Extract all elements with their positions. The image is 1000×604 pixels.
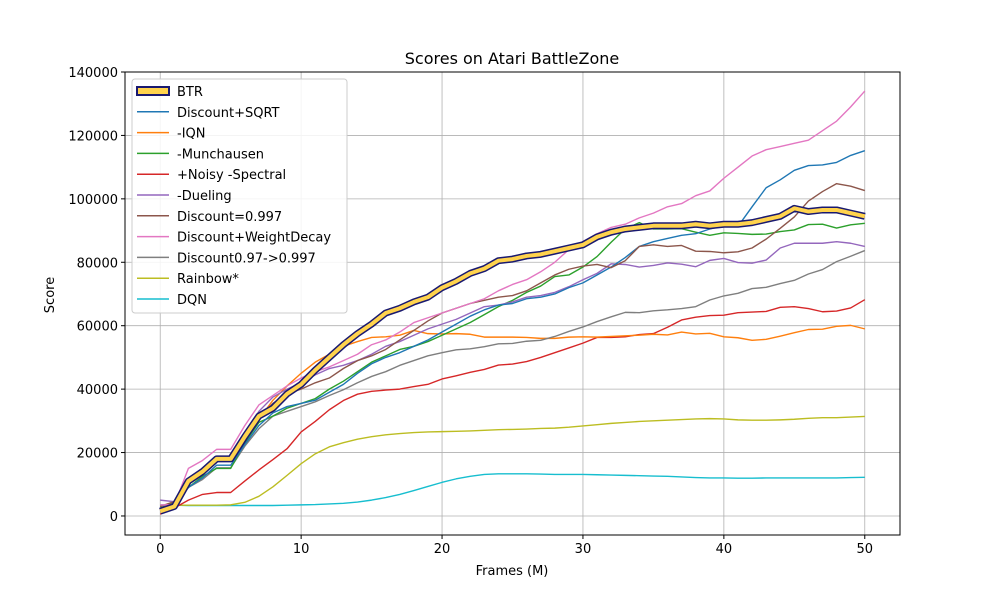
series-line-discount-weightdecay xyxy=(160,90,866,506)
y-tick-label: 0 xyxy=(110,510,118,525)
x-tick-label: 50 xyxy=(856,542,873,557)
legend-label: Discount+WeightDecay xyxy=(177,231,331,246)
legend-label: -Munchausen xyxy=(177,147,264,162)
x-tick-label: 0 xyxy=(156,542,164,557)
series-line-discount-sqrt xyxy=(160,149,865,509)
series-line-discount0-97-0-997 xyxy=(160,249,866,508)
legend-label: DQN xyxy=(177,293,207,308)
legend-label: -IQN xyxy=(177,127,205,142)
plot-series xyxy=(159,90,866,515)
y-tick-label: 100000 xyxy=(68,193,118,208)
y-tick-label: 60000 xyxy=(77,320,118,335)
series-line-dqn xyxy=(160,473,865,507)
x-axis-label: Frames (M) xyxy=(476,564,549,579)
legend-label: +Noisy -Spectral xyxy=(177,168,286,183)
series-line-dueling xyxy=(160,240,865,503)
y-tick-label: 80000 xyxy=(77,256,118,271)
series-line-iqn xyxy=(160,324,865,508)
series-line-rainbow xyxy=(160,415,865,506)
x-tick-label: 30 xyxy=(575,542,592,557)
axes-frame xyxy=(124,71,901,536)
legend-label: Rainbow* xyxy=(177,272,239,287)
series-line-noisy-spectral xyxy=(159,299,866,515)
legend-label: Discount0.97->0.997 xyxy=(177,251,316,266)
legend-label: Discount=0.997 xyxy=(177,210,282,225)
y-tick-label: 120000 xyxy=(68,129,118,144)
y-tick-label: 140000 xyxy=(68,66,118,81)
legend-box xyxy=(131,78,348,314)
legend-label: BTR xyxy=(177,85,203,100)
series-line-btr xyxy=(159,206,866,514)
legend: BTR Discount+SQRT -IQN -Munchausen +Noisy -S… xyxy=(131,78,348,314)
y-tick-label: 20000 xyxy=(77,447,118,462)
x-axis-ticks: 0 10 20 30 40 50 xyxy=(156,535,873,557)
y-axis-label: Score xyxy=(43,277,58,313)
x-tick-label: 40 xyxy=(716,542,733,557)
x-tick-label: 10 xyxy=(293,542,310,557)
x-tick-label: 20 xyxy=(434,542,451,557)
legend-label: -Dueling xyxy=(177,189,232,204)
legend-label: Discount+SQRT xyxy=(177,106,280,121)
chart-title: Scores on Atari BattleZone xyxy=(405,49,619,68)
legend-swatch xyxy=(136,86,170,96)
y-axis-ticks: 0 20000 40000 60000 80000 100000 120000 140000 xyxy=(68,66,125,525)
series-line-munchausen xyxy=(160,221,865,508)
y-tick-label: 40000 xyxy=(77,383,118,398)
